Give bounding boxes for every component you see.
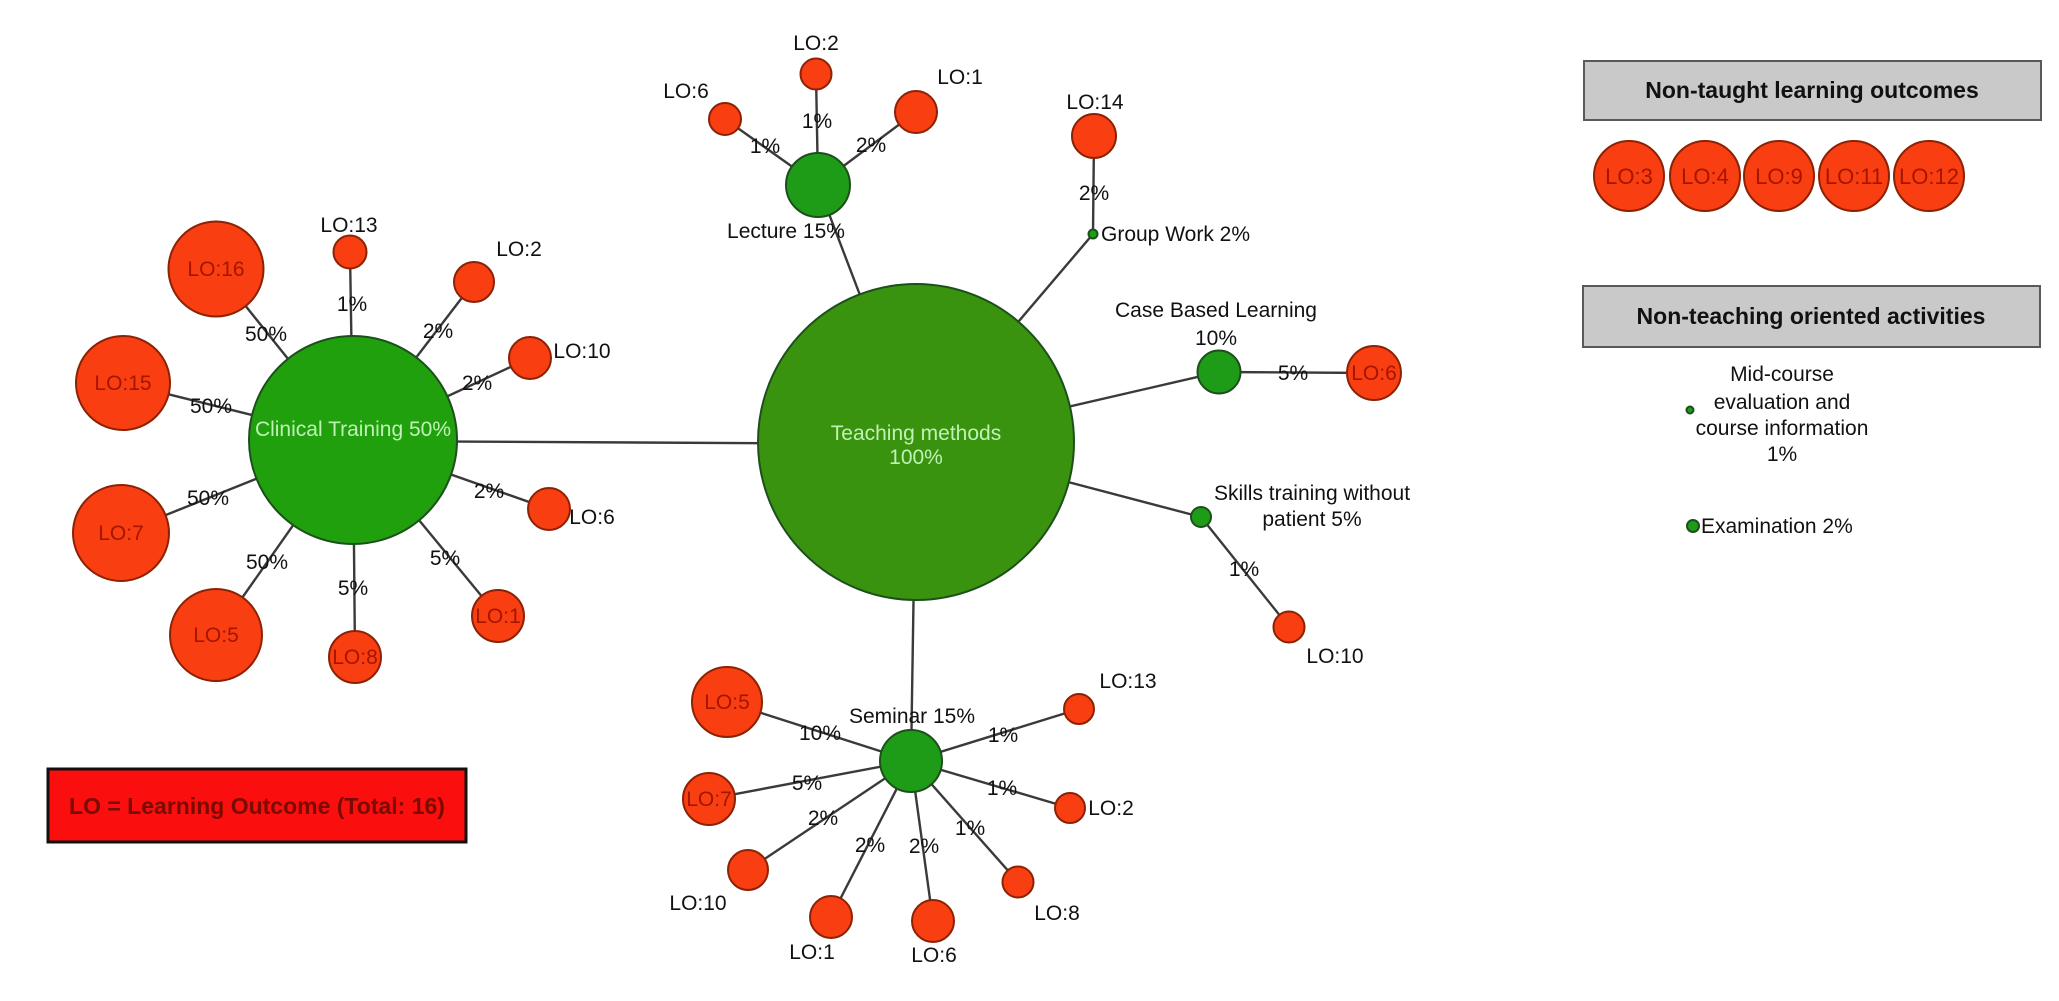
svg-text:1%: 1%	[988, 724, 1018, 747]
svg-text:LO:1: LO:1	[475, 605, 521, 628]
svg-text:50%: 50%	[187, 487, 229, 510]
svg-text:LO:10: LO:10	[669, 892, 726, 915]
svg-text:100%: 100%	[889, 446, 943, 469]
svg-text:2%: 2%	[856, 134, 886, 157]
svg-text:patient 5%: patient 5%	[1262, 508, 1361, 531]
svg-text:10%: 10%	[1195, 327, 1237, 350]
svg-text:1%: 1%	[750, 135, 780, 158]
svg-text:1%: 1%	[955, 817, 985, 840]
svg-text:50%: 50%	[245, 323, 287, 346]
svg-text:LO:10: LO:10	[1306, 645, 1363, 668]
svg-text:LO:11: LO:11	[1825, 164, 1883, 189]
svg-text:LO:5: LO:5	[193, 624, 239, 647]
svg-text:LO:15: LO:15	[94, 372, 151, 395]
svg-text:LO:6: LO:6	[911, 944, 957, 967]
svg-text:5%: 5%	[792, 772, 822, 795]
svg-text:Teaching methods: Teaching methods	[831, 422, 1001, 445]
svg-text:LO:10: LO:10	[553, 340, 610, 363]
svg-text:Examination 2%: Examination 2%	[1701, 515, 1853, 538]
svg-text:2%: 2%	[909, 835, 939, 858]
svg-text:LO:6: LO:6	[663, 80, 709, 103]
svg-text:LO:13: LO:13	[1099, 670, 1156, 693]
svg-text:2%: 2%	[1079, 182, 1109, 205]
svg-text:LO:12: LO:12	[1899, 164, 1959, 189]
svg-text:Lecture 15%: Lecture 15%	[727, 220, 845, 243]
svg-text:evaluation and: evaluation and	[1714, 391, 1851, 414]
svg-text:50%: 50%	[246, 551, 288, 574]
svg-text:LO:9: LO:9	[1755, 164, 1803, 189]
svg-text:50%: 50%	[190, 395, 232, 418]
svg-text:LO = Learning Outcome (Total:: LO = Learning Outcome (Total: 16)	[69, 793, 445, 819]
svg-text:1%: 1%	[1229, 558, 1259, 581]
svg-text:LO:2: LO:2	[496, 238, 542, 261]
svg-text:LO:2: LO:2	[793, 32, 839, 55]
svg-text:LO:16: LO:16	[187, 258, 244, 281]
svg-text:Mid-course: Mid-course	[1730, 363, 1834, 386]
svg-text:Skills training without: Skills training without	[1214, 482, 1410, 505]
svg-text:5%: 5%	[430, 547, 460, 570]
svg-text:Group Work 2%: Group Work 2%	[1101, 223, 1250, 246]
svg-text:Clinical Training 50%: Clinical Training 50%	[255, 418, 451, 441]
svg-text:LO:3: LO:3	[1605, 164, 1653, 189]
svg-text:5%: 5%	[338, 577, 368, 600]
svg-text:2%: 2%	[474, 480, 504, 503]
svg-text:LO:14: LO:14	[1066, 91, 1124, 114]
svg-text:1%: 1%	[1767, 443, 1797, 466]
svg-text:10%: 10%	[799, 722, 841, 745]
svg-text:LO:7: LO:7	[686, 788, 732, 811]
svg-text:LO:2: LO:2	[1088, 797, 1134, 820]
svg-text:LO:6: LO:6	[1351, 362, 1397, 385]
svg-text:2%: 2%	[855, 834, 885, 857]
svg-text:LO:1: LO:1	[789, 941, 835, 964]
svg-text:LO:8: LO:8	[332, 646, 378, 669]
svg-text:Case Based Learning: Case Based Learning	[1115, 299, 1317, 322]
svg-text:2%: 2%	[808, 807, 838, 830]
svg-text:5%: 5%	[1278, 362, 1308, 385]
svg-text:LO:8: LO:8	[1034, 902, 1080, 925]
svg-text:Seminar 15%: Seminar 15%	[849, 705, 975, 728]
svg-text:LO:4: LO:4	[1681, 164, 1729, 189]
svg-text:LO:1: LO:1	[937, 66, 983, 89]
svg-text:Non-taught learning outcomes: Non-taught learning outcomes	[1645, 77, 1979, 103]
svg-text:1%: 1%	[802, 110, 832, 133]
svg-text:course information: course information	[1696, 417, 1869, 440]
svg-text:Non-teaching oriented activiti: Non-teaching oriented activities	[1637, 303, 1986, 329]
svg-text:LO:6: LO:6	[569, 506, 615, 529]
svg-text:2%: 2%	[462, 372, 492, 395]
svg-text:LO:5: LO:5	[704, 691, 750, 714]
svg-text:1%: 1%	[337, 293, 367, 316]
svg-text:2%: 2%	[423, 320, 453, 343]
svg-text:1%: 1%	[987, 777, 1017, 800]
svg-text:LO:7: LO:7	[98, 522, 144, 545]
svg-text:LO:13: LO:13	[320, 214, 377, 237]
